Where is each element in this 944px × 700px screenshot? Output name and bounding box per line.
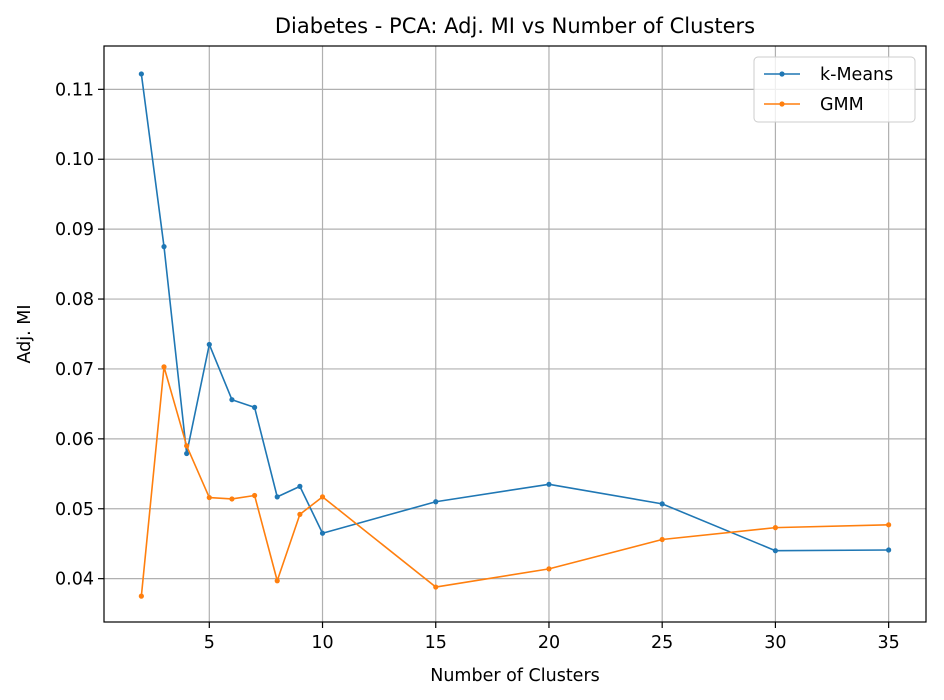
data-point-k-means xyxy=(772,548,779,554)
legend-label-k-means: k-Means xyxy=(820,65,893,85)
y-tick-label: 0.10 xyxy=(55,150,94,170)
data-point-gmm xyxy=(297,511,303,517)
plot-frame xyxy=(103,45,927,623)
data-point-k-means xyxy=(274,494,280,500)
legend: k-Means GMM xyxy=(753,56,916,123)
y-tick-label: 0.04 xyxy=(55,570,94,590)
x-tick-label: 25 xyxy=(651,633,673,653)
data-point-gmm xyxy=(206,494,212,501)
data-point-gmm xyxy=(886,522,892,528)
x-tick-label: 5 xyxy=(204,633,215,653)
data-point-gmm xyxy=(659,536,665,543)
chart-title: Diabetes - PCA: Adj. MI vs Number of Clu… xyxy=(275,14,755,38)
data-point-k-means xyxy=(206,341,212,348)
data-point-gmm xyxy=(161,364,167,370)
data-point-gmm xyxy=(251,492,258,499)
y-axis-label: Adj. MI xyxy=(15,304,35,363)
data-point-gmm xyxy=(319,494,326,500)
y-tick-label: 0.05 xyxy=(55,500,94,520)
y-tick-label: 0.06 xyxy=(55,430,94,450)
grid xyxy=(104,46,926,622)
data-point-k-means xyxy=(184,450,190,457)
data-point-gmm xyxy=(184,443,190,449)
legend-label-gmm: GMM xyxy=(820,95,864,115)
legend-marker-k-means xyxy=(779,71,785,77)
x-tick-label: 10 xyxy=(311,633,333,653)
x-axis-label: Number of Clusters xyxy=(430,666,600,686)
x-tick-label: 30 xyxy=(764,633,786,653)
x-tick-label: 20 xyxy=(538,633,560,653)
series-line-k-means xyxy=(140,73,889,552)
series-line-gmm xyxy=(140,366,889,597)
x-axis: 5 10 15 20 25 30 35 xyxy=(204,622,900,653)
data-point-gmm xyxy=(433,584,439,590)
y-tick-label: 0.11 xyxy=(55,80,94,100)
data-point-gmm xyxy=(772,525,779,531)
data-point-k-means xyxy=(433,499,439,505)
data-point-gmm xyxy=(229,496,235,502)
y-tick-label: 0.08 xyxy=(55,290,94,310)
x-tick-label: 35 xyxy=(877,633,899,653)
legend-marker-gmm xyxy=(779,101,785,107)
data-point-gmm xyxy=(274,578,280,584)
data-point-k-means xyxy=(138,71,144,77)
y-tick-label: 0.09 xyxy=(55,220,94,240)
data-point-gmm xyxy=(138,593,144,599)
y-tick-label: 0.07 xyxy=(55,360,94,380)
data-point-k-means xyxy=(161,244,167,250)
x-tick-label: 15 xyxy=(425,633,447,653)
y-axis: 0.04 0.05 0.06 0.07 0.08 0.09 0.10 0.11 xyxy=(55,80,104,590)
data-point-k-means xyxy=(659,501,665,507)
data-point-k-means xyxy=(297,483,303,489)
series-layer xyxy=(138,71,892,599)
data-point-k-means xyxy=(251,404,258,410)
data-point-k-means xyxy=(546,481,552,487)
data-point-k-means xyxy=(886,547,892,553)
data-point-k-means xyxy=(229,397,235,403)
data-point-gmm xyxy=(546,566,552,572)
data-point-k-means xyxy=(319,530,326,536)
